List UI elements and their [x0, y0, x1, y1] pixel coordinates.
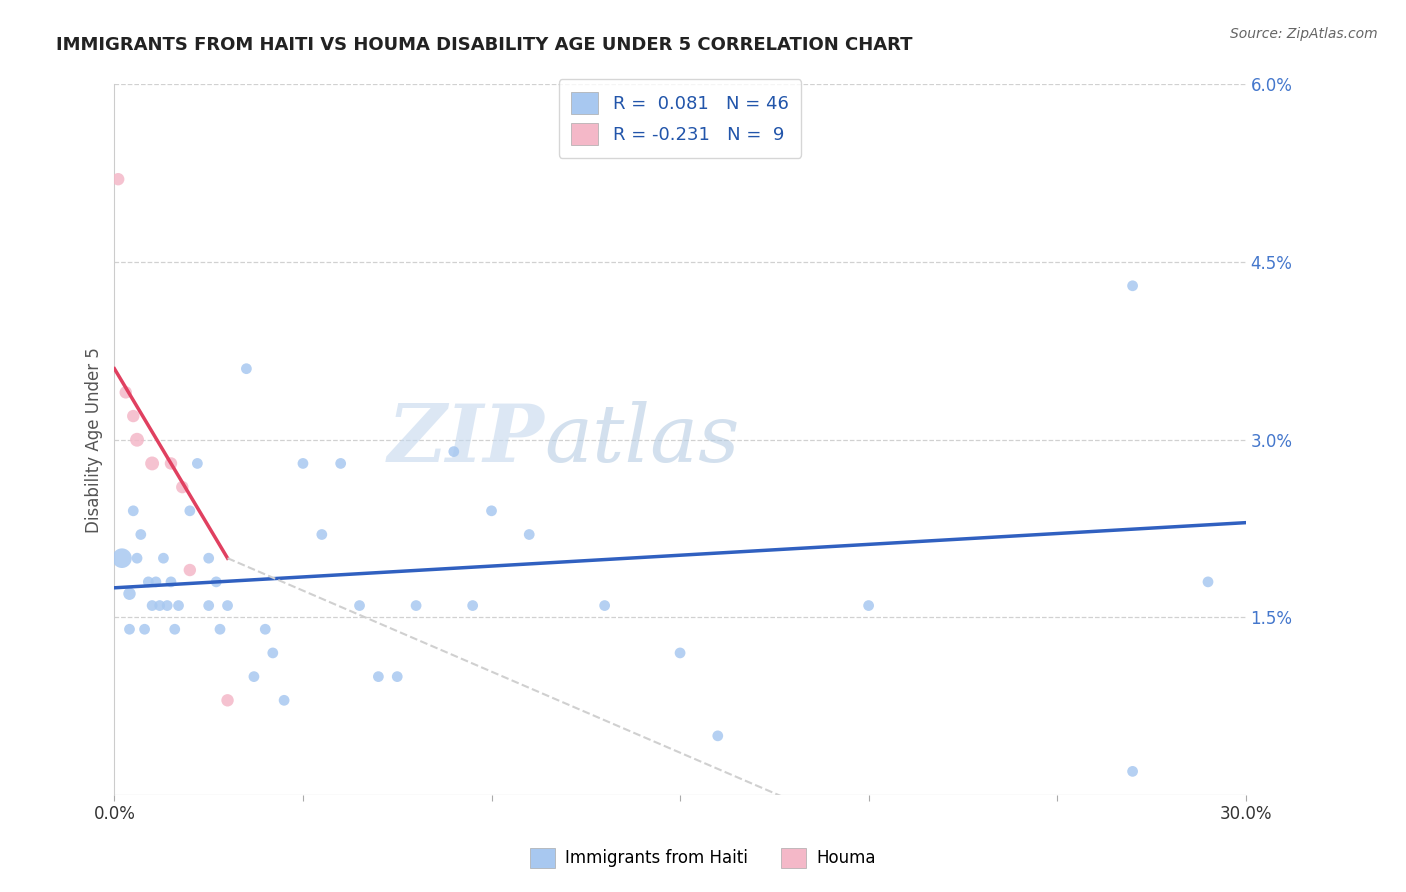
Point: [311, 527, 333, 541]
Point: [125, 551, 148, 566]
Point: [156, 599, 179, 613]
Point: [273, 693, 295, 707]
Point: [125, 433, 148, 447]
Point: [118, 622, 141, 636]
Point: [461, 599, 484, 613]
Point: [179, 504, 201, 518]
Point: [114, 385, 136, 400]
Point: [243, 670, 266, 684]
Point: [517, 527, 540, 541]
Point: [1122, 278, 1144, 293]
Point: [129, 527, 152, 541]
Text: ZIP: ZIP: [388, 401, 544, 478]
Point: [387, 670, 409, 684]
Point: [329, 457, 352, 471]
Point: [443, 444, 465, 458]
Text: IMMIGRANTS FROM HAITI VS HOUMA DISABILITY AGE UNDER 5 CORRELATION CHART: IMMIGRANTS FROM HAITI VS HOUMA DISABILIT…: [56, 36, 912, 54]
Point: [349, 599, 371, 613]
Point: [111, 551, 134, 566]
Point: [179, 563, 201, 577]
Text: atlas: atlas: [544, 401, 740, 478]
Point: [163, 622, 186, 636]
Point: [205, 574, 228, 589]
Point: [172, 480, 194, 494]
Point: [138, 574, 160, 589]
Point: [217, 693, 239, 707]
Point: [149, 599, 172, 613]
Point: [235, 361, 257, 376]
Point: [262, 646, 284, 660]
Point: [134, 622, 156, 636]
Point: [141, 599, 163, 613]
Y-axis label: Disability Age Under 5: Disability Age Under 5: [86, 347, 103, 533]
Point: [160, 574, 183, 589]
Point: [707, 729, 730, 743]
Point: [1197, 574, 1219, 589]
Point: [197, 599, 219, 613]
Point: [669, 646, 692, 660]
Point: [1122, 764, 1144, 779]
Point: [186, 457, 208, 471]
Point: [122, 409, 145, 423]
Point: [208, 622, 231, 636]
Point: [405, 599, 427, 613]
Point: [217, 599, 239, 613]
Point: [254, 622, 277, 636]
Text: Source: ZipAtlas.com: Source: ZipAtlas.com: [1230, 27, 1378, 41]
Point: [145, 574, 167, 589]
Point: [197, 551, 219, 566]
Point: [367, 670, 389, 684]
Point: [593, 599, 616, 613]
Point: [107, 172, 129, 186]
Point: [858, 599, 880, 613]
Point: [118, 587, 141, 601]
Point: [122, 504, 145, 518]
Point: [141, 457, 163, 471]
Point: [481, 504, 503, 518]
Point: [167, 599, 190, 613]
Point: [152, 551, 174, 566]
Legend: R =  0.081   N = 46, R = -0.231   N =  9: R = 0.081 N = 46, R = -0.231 N = 9: [558, 79, 801, 158]
Point: [160, 457, 183, 471]
Legend: Immigrants from Haiti, Houma: Immigrants from Haiti, Houma: [523, 841, 883, 875]
Point: [291, 457, 314, 471]
